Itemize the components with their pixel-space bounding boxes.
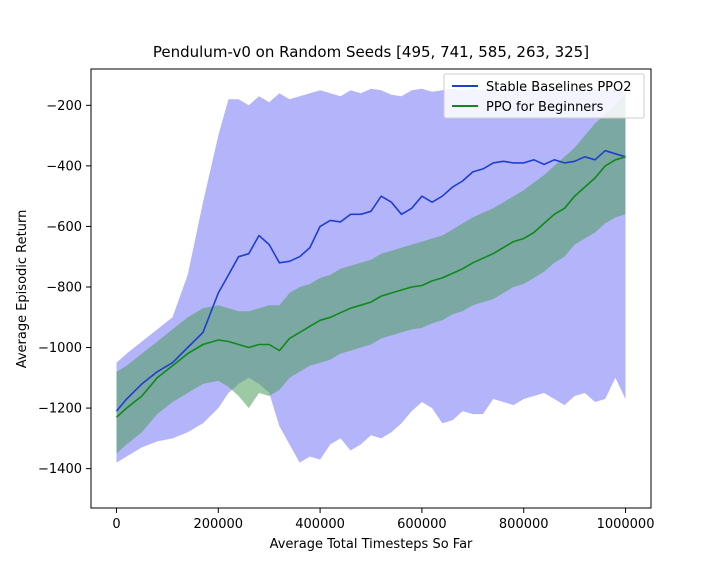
watermark: 知乎 @RedBot	[591, 533, 702, 552]
band-ppo-beginners	[116, 93, 626, 454]
line-ppo-beginners	[115, 156, 626, 418]
y-tick-label: −400	[46, 159, 82, 174]
x-tick-label: 200000	[193, 517, 243, 532]
y-tick-label: −200	[46, 99, 82, 114]
y-axis-ticks: −1400 −1200 −1000 −800 −600 −400 −200	[38, 99, 91, 477]
plot-frame	[90, 68, 652, 509]
y-axis-label: Average Episodic Return	[15, 210, 30, 369]
x-tick-label: 600000	[397, 517, 447, 532]
y-tick-label: −1400	[38, 462, 82, 477]
x-axis-ticks: 0 200000 400000 600000 800000 1000000	[112, 508, 654, 532]
x-tick-label: 800000	[499, 517, 549, 532]
x-tick-label: 0	[112, 517, 120, 532]
legend-label-stable-baselines: Stable Baselines PPO2	[486, 80, 632, 95]
x-axis-label: Average Total Timesteps So Far	[270, 537, 473, 552]
x-tick-label: 400000	[295, 517, 345, 532]
y-tick-label: −1200	[38, 402, 82, 417]
confidence-bands	[116, 88, 626, 463]
series-lines	[115, 149, 626, 418]
line-stable-baselines	[115, 149, 626, 412]
y-tick-label: −800	[46, 280, 82, 295]
x-tick-label: 1000000	[597, 517, 655, 532]
legend-label-ppo-beginners: PPO for Beginners	[486, 100, 604, 115]
y-tick-label: −1000	[38, 341, 82, 356]
legend-box	[443, 73, 645, 119]
legend: Stable Baselines PPO2 PPO for Beginners	[443, 73, 645, 119]
y-tick-label: −600	[46, 220, 82, 235]
chart-title: Pendulum-v0 on Random Seeds [495, 741, 5…	[153, 43, 589, 61]
